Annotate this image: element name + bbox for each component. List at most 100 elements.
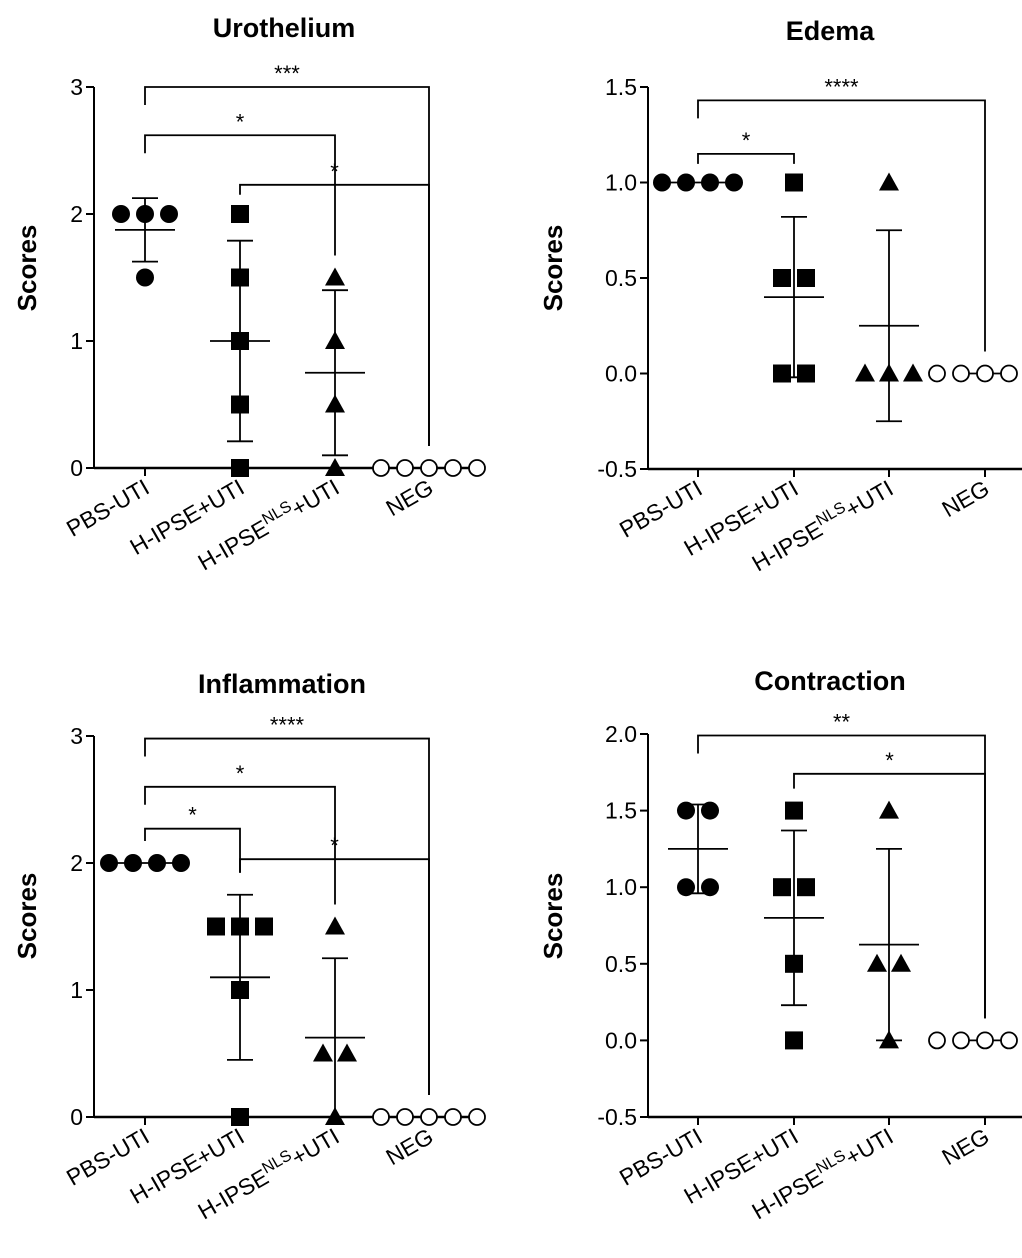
y-tick-label: 2.0 [605, 721, 637, 747]
significance-bracket: * [239, 159, 430, 446]
y-tick-label: 1.0 [605, 874, 637, 900]
bracket-line [793, 772, 986, 1019]
series-square [764, 801, 824, 1050]
data-point-circle-marker [124, 854, 142, 872]
y-tick-label: 1.5 [605, 798, 637, 824]
data-point-triangle-marker [325, 394, 345, 413]
chart-title: Inflammation [198, 669, 366, 699]
series-square [764, 173, 824, 383]
series-circle [100, 854, 190, 872]
data-point-triangle-marker [879, 800, 899, 819]
data-point-square-marker [255, 917, 273, 936]
y-axis-label: Scores [12, 873, 42, 960]
data-point-open-circle-marker [372, 459, 390, 477]
y-tick-label: -0.5 [597, 456, 637, 482]
data-point-open-circle-marker [444, 459, 462, 477]
significance-label: **** [270, 713, 305, 738]
bracket-line [239, 183, 430, 446]
data-point-square-marker [797, 364, 815, 383]
significance-label: * [236, 109, 245, 134]
data-point-circle-marker [725, 173, 743, 192]
y-tick-label: 1.5 [605, 74, 637, 100]
data-point-open-circle-marker [420, 1108, 438, 1126]
data-point-square-marker [785, 173, 803, 192]
data-point-triangle-marker [891, 953, 911, 972]
series-triangle [305, 916, 365, 1125]
data-point-triangle-marker [855, 363, 875, 382]
data-point-square-marker [773, 878, 791, 897]
significance-bracket: * [793, 748, 986, 1019]
y-axis-label: Scores [538, 225, 568, 312]
data-point-square-marker [231, 1108, 249, 1126]
data-point-square-marker [231, 268, 249, 287]
y-tick-label: 0 [70, 455, 83, 481]
series-circle [668, 801, 728, 897]
data-point-square-marker [785, 954, 803, 973]
data-point-triangle-marker [879, 172, 899, 191]
series-open-circle [928, 364, 1018, 383]
data-point-circle-marker [653, 173, 671, 192]
data-point-triangle-marker [879, 1030, 899, 1049]
data-point-open-circle-marker [468, 459, 486, 477]
data-point-circle-marker [677, 878, 695, 897]
data-point-circle-marker [701, 801, 719, 820]
data-point-circle-marker [148, 854, 166, 872]
data-point-circle-marker [136, 268, 154, 287]
x-tick-label-suffix: +UTI [841, 1123, 898, 1171]
significance-label: * [885, 748, 894, 773]
bracket-line [144, 827, 241, 873]
significance-bracket: ** [697, 710, 986, 1019]
y-tick-label: 0 [70, 1104, 83, 1130]
significance-label: * [742, 128, 751, 153]
series-triangle [855, 172, 923, 423]
chart-title: Edema [786, 16, 876, 46]
y-tick-label: 2 [70, 201, 83, 227]
significance-bracket: * [239, 833, 430, 1095]
data-point-triangle-marker [313, 1043, 333, 1062]
y-tick-label: 0.5 [605, 265, 637, 291]
series-open-circle [372, 1108, 486, 1126]
x-tick-label-main: H-IPSE [747, 1164, 826, 1225]
data-point-open-circle-marker [372, 1108, 390, 1126]
significance-bracket: **** [697, 74, 986, 352]
series-circle [112, 197, 178, 287]
data-point-triangle-marker [337, 1043, 357, 1062]
y-tick-label: 0.0 [605, 361, 637, 387]
data-point-square-marker [207, 917, 225, 936]
data-point-triangle-marker [325, 331, 345, 349]
data-point-open-circle-marker [928, 1031, 946, 1050]
data-point-triangle-marker [879, 363, 899, 382]
data-point-open-circle-marker [420, 459, 438, 477]
chart-title: Urothelium [213, 13, 356, 43]
significance-bracket: * [144, 109, 336, 256]
y-tick-label: 1 [70, 328, 83, 354]
data-point-open-circle-marker [1000, 364, 1018, 383]
data-point-square-marker [785, 801, 803, 820]
data-point-circle-marker [160, 205, 178, 223]
data-point-circle-marker [701, 878, 719, 897]
data-point-open-circle-marker [396, 459, 414, 477]
y-tick-label: 0.5 [605, 951, 637, 977]
data-point-triangle-marker [903, 363, 923, 382]
data-point-circle-marker [136, 205, 154, 223]
data-point-square-marker [773, 364, 791, 383]
data-point-square-marker [231, 205, 249, 223]
series-triangle [305, 267, 365, 476]
data-point-circle-marker [701, 173, 719, 192]
data-point-square-marker [231, 981, 249, 999]
series-square [207, 893, 273, 1126]
data-point-open-circle-marker [468, 1108, 486, 1126]
data-point-open-circle-marker [952, 1031, 970, 1050]
significance-bracket: * [697, 128, 795, 164]
data-point-triangle-marker [325, 267, 345, 286]
bracket-line [697, 99, 986, 352]
significance-bracket: * [144, 761, 336, 905]
x-tick-label: NEG [937, 1123, 993, 1170]
significance-label: * [236, 761, 245, 786]
data-point-triangle-marker [325, 1107, 345, 1125]
bracket-line [144, 785, 336, 905]
